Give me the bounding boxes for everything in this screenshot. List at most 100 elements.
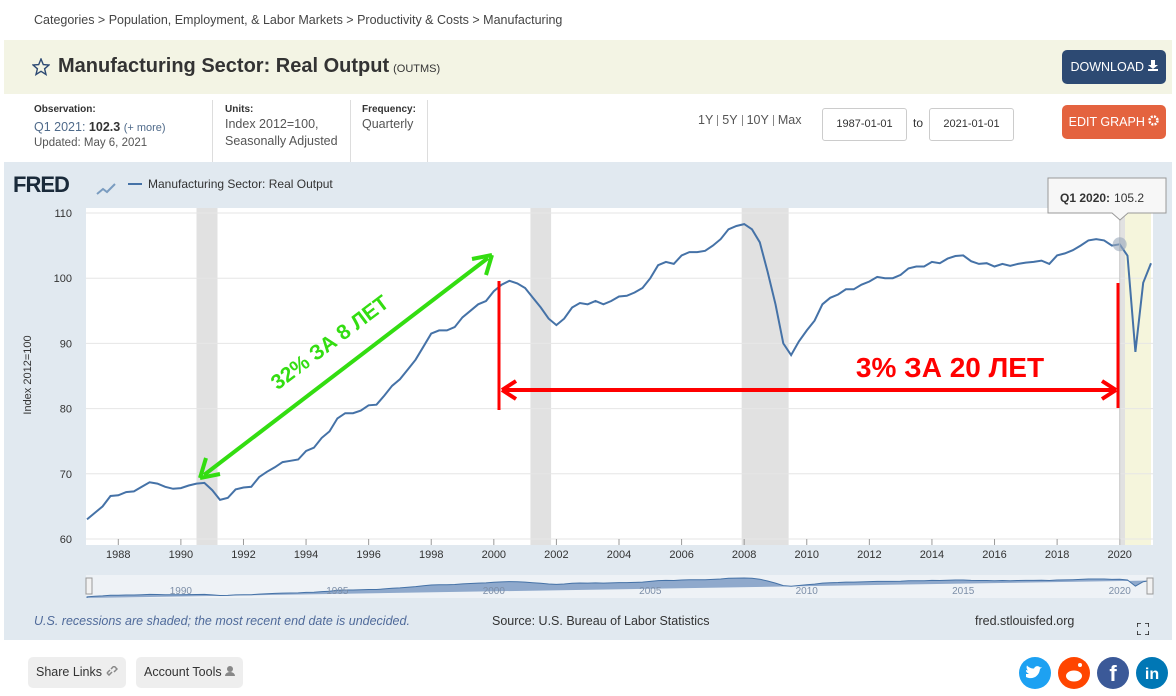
navigator-area — [86, 577, 1152, 598]
range-links: 1Y 5Y 10Y Max — [694, 113, 805, 127]
period: Q1 2021: — [34, 120, 86, 134]
latest-value: 102.3 — [88, 120, 121, 134]
recession-band — [196, 208, 218, 545]
x-tick-label: 2014 — [920, 549, 944, 561]
chart: FRED Manufacturing Sector: Real Output I… — [13, 172, 1167, 598]
green-arrow — [202, 256, 490, 477]
gear-icon — [1148, 115, 1160, 126]
navigator-tick-label: 2020 — [1109, 586, 1132, 597]
red-arrowhead — [500, 379, 1118, 401]
y-tick-label: 90 — [60, 338, 72, 350]
series-code: (OUTMS) — [393, 63, 441, 75]
breadcrumb[interactable]: Categories > Population, Employment, & L… — [34, 13, 563, 27]
navigator-tick-label: 2010 — [796, 586, 819, 597]
hover-point — [1112, 237, 1127, 252]
range-link[interactable]: Max — [772, 114, 806, 126]
account-tools[interactable]: Account Tools — [136, 657, 244, 688]
more-link[interactable]: (+ more) — [123, 122, 166, 134]
to-label: to — [913, 116, 924, 130]
site[interactable]: fred.stlouisfed.org — [975, 614, 1075, 628]
series-title: Manufacturing Sector: Real Output (OUTMS) — [58, 55, 440, 78]
reddit-face — [1066, 670, 1082, 682]
fullscreen-icon[interactable] — [1137, 623, 1149, 635]
download-button[interactable]: DOWNLOAD — [1062, 50, 1166, 84]
x-tick-label: 2010 — [795, 549, 819, 561]
social-icons: f in — [1019, 657, 1168, 689]
source: Source: U.S. Bureau of Labor Statistics — [492, 614, 710, 628]
divider — [427, 100, 428, 162]
range-link[interactable]: 1Y — [698, 113, 714, 127]
x-tick-label: 1990 — [169, 549, 193, 561]
tooltip-box — [1047, 177, 1167, 221]
tooltip-value: 105.2 — [1114, 191, 1144, 205]
reddit-dot — [1078, 663, 1082, 667]
tooltip: Q1 2020: 105.2 — [1060, 191, 1144, 205]
units-label: Units: — [225, 104, 254, 115]
x-tick-label: 2002 — [544, 549, 568, 561]
navigator-handle — [85, 577, 93, 595]
divider — [212, 100, 213, 162]
divider — [350, 100, 351, 162]
navigator-tick-label: 1995 — [326, 586, 349, 597]
x-tick-label: 1988 — [106, 549, 130, 561]
download-text: DOWNLOAD — [1070, 60, 1145, 74]
plot-area — [86, 208, 1153, 545]
tooltip-label: Q1 2020: — [1060, 191, 1110, 205]
start-date[interactable]: 1987-01-01 — [822, 108, 907, 141]
x-tick-label: 2012 — [857, 549, 881, 561]
y-tick-label: 100 — [54, 273, 72, 285]
navigator-tick-label: 1990 — [170, 586, 193, 597]
download-icon — [1147, 60, 1158, 71]
twitter-bird — [1026, 665, 1042, 679]
y-tick-label: 110 — [54, 208, 72, 220]
x-tick-label: 2016 — [982, 549, 1006, 561]
recession-band — [1119, 208, 1126, 545]
recession-note: U.S. recessions are shaded; the most rec… — [34, 614, 410, 628]
legend-label: Manufacturing Sector: Real Output — [148, 177, 333, 191]
title-band — [4, 40, 1172, 94]
linkedin[interactable] — [1136, 657, 1168, 689]
account-text: Account Tools — [144, 665, 222, 679]
y-tick-label: 60 — [60, 534, 72, 546]
x-tick-label: 2018 — [1045, 549, 1069, 561]
end-date[interactable]: 2021-01-01 — [929, 108, 1014, 141]
units-2: Seasonally Adjusted — [225, 134, 338, 148]
y-tick-label: 70 — [60, 469, 72, 481]
frequency-label: Frequency: — [362, 104, 416, 115]
star-icon[interactable] — [32, 58, 50, 76]
edit-graph-button[interactable]: EDIT GRAPH — [1062, 105, 1166, 139]
navigator-tick-label: 2015 — [952, 586, 975, 597]
updated: Updated: May 6, 2021 — [34, 137, 148, 149]
facebook[interactable] — [1097, 657, 1129, 689]
x-tick-label: 2006 — [669, 549, 693, 561]
range-link[interactable]: 5Y — [717, 114, 741, 126]
fred-logo: FRED — [13, 172, 69, 197]
x-tick-label: 1996 — [356, 549, 380, 561]
green-arrowhead — [198, 253, 494, 480]
x-tick-label: 2008 — [732, 549, 756, 561]
share-text: Share Links — [36, 665, 103, 679]
edit-text: EDIT GRAPH — [1068, 115, 1145, 129]
link-icon — [105, 664, 118, 677]
linkedin-glyph: in — [1145, 666, 1159, 683]
observation: Q1 2021: 102.3 (+ more) — [34, 120, 166, 134]
logo-graphic — [96, 183, 116, 195]
frequency: Quarterly — [362, 117, 414, 131]
x-tick-label: 2020 — [1107, 549, 1131, 561]
navigator-tick-label: 2000 — [483, 586, 506, 597]
recession-band — [530, 208, 552, 545]
observation-label: Observation: — [34, 104, 96, 115]
y-axis-label: Index 2012=100 — [22, 335, 34, 414]
series-line — [86, 223, 1152, 521]
x-tick-label: 1998 — [419, 549, 443, 561]
units-1: Index 2012=100, — [225, 117, 319, 131]
navigator-handle — [1146, 577, 1154, 595]
share-links[interactable]: Share Links — [28, 657, 126, 688]
x-tick-label: 2004 — [607, 549, 631, 561]
y-tick-label: 80 — [60, 404, 72, 416]
x-tick-label: 1994 — [294, 549, 318, 561]
range-link[interactable]: 10Y — [741, 114, 773, 126]
x-tick-label: 1992 — [231, 549, 255, 561]
title-text: Manufacturing Sector: Real Output — [58, 55, 390, 77]
